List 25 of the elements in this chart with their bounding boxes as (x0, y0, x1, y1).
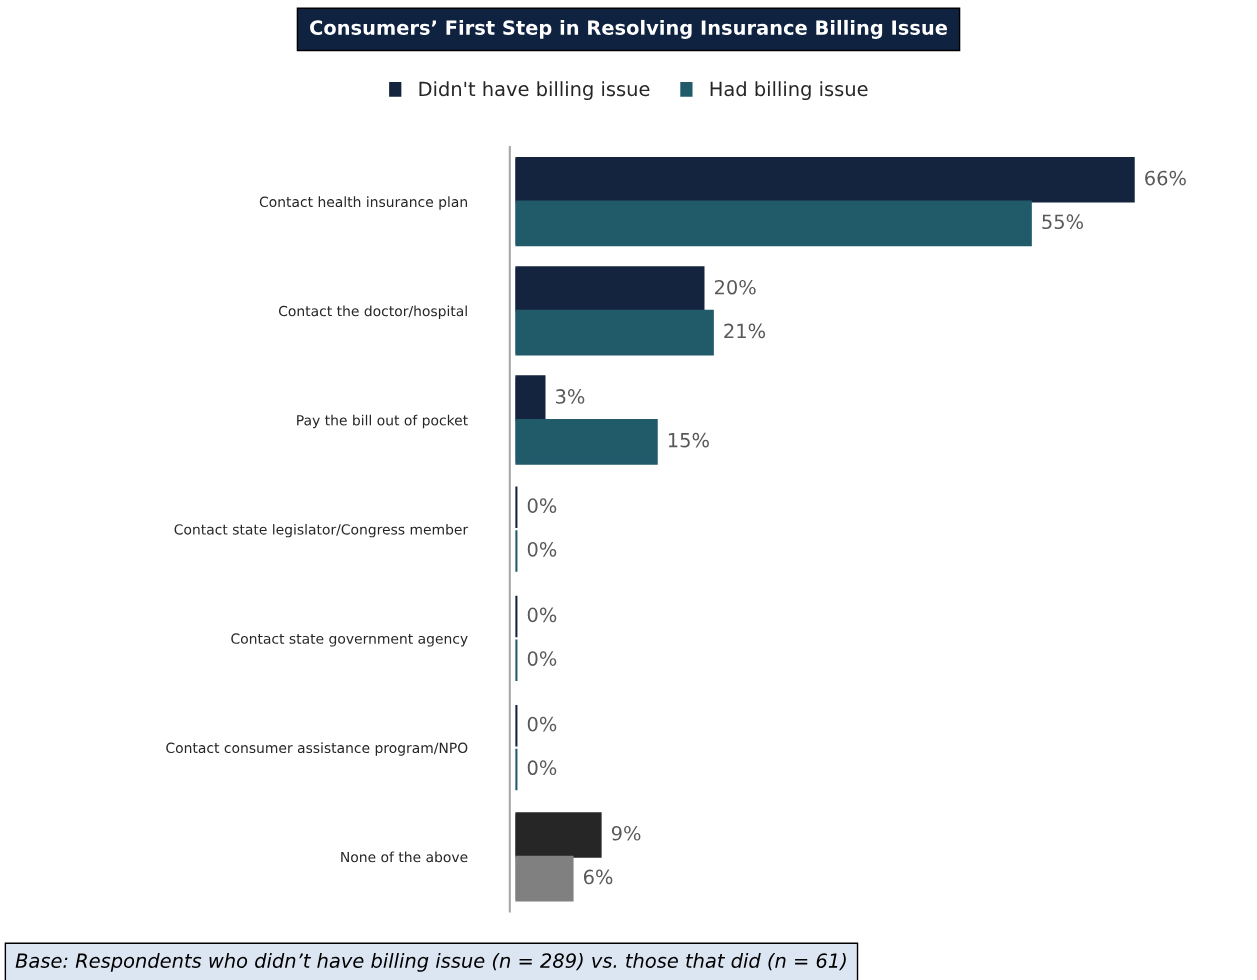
data-label: 55% (1042, 214, 1084, 230)
y-tick-label: Pay the bill out of pocket (297, 414, 468, 429)
data-label: 0% (527, 541, 557, 557)
y-tick-label: Contact consumer assistance program/NPO (166, 742, 468, 756)
legend-label: Had billing issue (710, 81, 868, 101)
chart-title: Consumers’ First Step in Resolving Insurance Billing Issue (310, 19, 947, 39)
data-label: 6% (583, 869, 613, 885)
y-tick-label: Contact state government agency (231, 633, 468, 647)
y-tick-label: None of the above (341, 851, 468, 863)
data-label: 0% (527, 716, 557, 732)
data-label: 0% (527, 760, 557, 776)
data-label: 0% (527, 498, 557, 513)
legend-label: Didn't have billing issue (419, 81, 650, 101)
y-tick-label: Contact health insurance plan (259, 196, 467, 210)
data-label: 0% (527, 651, 557, 666)
data-label: 3% (556, 389, 585, 404)
data-label: 20% (714, 279, 756, 295)
data-label: 15% (668, 432, 709, 448)
data-label: 0% (527, 607, 557, 623)
text: Base: Respondents who didn’t have billing issue (n = 289) vs. those that did (n = 61) (15, 952, 846, 972)
y-tick-label: Contact state legislator/Congress member (174, 523, 469, 538)
data-label: 21% (724, 323, 766, 339)
data-label: 66% (1145, 170, 1186, 186)
y-tick-label: Contact the doctor/hospital (278, 305, 467, 319)
data-label: 9% (611, 825, 641, 841)
